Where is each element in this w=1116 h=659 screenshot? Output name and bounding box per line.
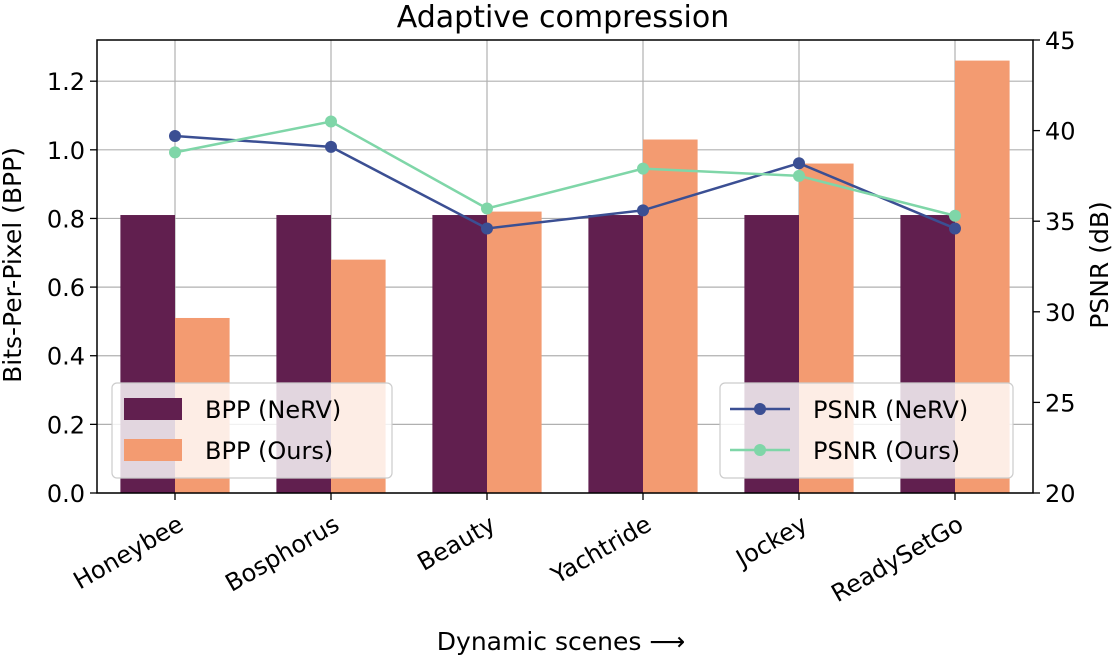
plot-frame xyxy=(96,39,1034,494)
point-psnr-nerv xyxy=(949,222,961,235)
legend-label: PSNR (NeRV) xyxy=(813,396,968,424)
legend-label: BPP (NeRV) xyxy=(205,396,341,424)
y-axis-label: Bits-Per-Pixel (BPP) xyxy=(0,147,27,383)
point-psnr-nerv xyxy=(169,130,181,143)
y2-tick-label: 35 xyxy=(1045,208,1076,236)
bar-bpp-ours xyxy=(487,211,542,493)
point-psnr-ours xyxy=(325,115,337,128)
point-psnr-nerv xyxy=(793,157,805,170)
y2-tick-label: 45 xyxy=(1045,27,1076,55)
point-psnr-ours xyxy=(949,209,961,222)
legend-marker xyxy=(754,403,766,415)
legend-label: PSNR (Ours) xyxy=(813,437,960,465)
x-tick-label: Jockey xyxy=(730,510,812,574)
legend-frame xyxy=(719,382,1014,479)
y-tick-label: 0.6 xyxy=(47,274,85,302)
bar-bpp-ours xyxy=(643,139,698,494)
legend-swatch xyxy=(124,439,182,461)
line-psnr-ours xyxy=(174,120,956,217)
y2-axis-label: PSNR (dB) xyxy=(1085,201,1114,329)
y-tick-label: 0.4 xyxy=(47,343,85,371)
x-tick-label: Honeybee xyxy=(69,510,188,595)
y2-tick-label: 25 xyxy=(1045,389,1076,417)
point-psnr-nerv xyxy=(325,140,337,153)
x-axis-label: Dynamic scenes ⟶ xyxy=(437,627,685,656)
lines-layer xyxy=(169,115,961,235)
line-psnr-nerv xyxy=(174,134,956,230)
point-psnr-ours xyxy=(637,162,649,175)
y2-tick-label: 40 xyxy=(1045,118,1076,146)
bar-bpp-nerv xyxy=(588,215,643,494)
point-psnr-ours xyxy=(169,146,181,159)
point-psnr-nerv xyxy=(637,204,649,217)
y-tick-label: 0.0 xyxy=(47,480,85,508)
legend-psnr: PSNR (NeRV) PSNR (Ours) xyxy=(719,382,1014,479)
bar-bpp-nerv xyxy=(432,215,487,494)
x-tick-label: Yachtride xyxy=(546,510,656,590)
point-psnr-nerv xyxy=(481,222,493,235)
legend-swatch xyxy=(124,398,182,420)
chart-title: Adaptive compression xyxy=(397,0,730,35)
y-tick-label: 0.2 xyxy=(47,411,85,439)
legend-bpp: BPP (NeRV) BPP (Ours) xyxy=(111,382,393,479)
y2-tick-label: 20 xyxy=(1045,480,1076,508)
x-tick-label: Beauty xyxy=(413,510,500,577)
legend-marker xyxy=(754,444,766,456)
point-psnr-ours xyxy=(481,202,493,215)
y2-tick-label: 30 xyxy=(1045,299,1076,327)
legend-label: BPP (Ours) xyxy=(205,437,333,465)
y-tick-label: 1.2 xyxy=(47,68,85,96)
y-tick-label: 0.8 xyxy=(47,205,85,233)
x-tick-label: Bosphorus xyxy=(221,510,344,597)
y-tick-label: 1.0 xyxy=(47,137,85,165)
point-psnr-ours xyxy=(793,169,805,182)
x-tick-label: ReadySetGo xyxy=(827,510,968,608)
